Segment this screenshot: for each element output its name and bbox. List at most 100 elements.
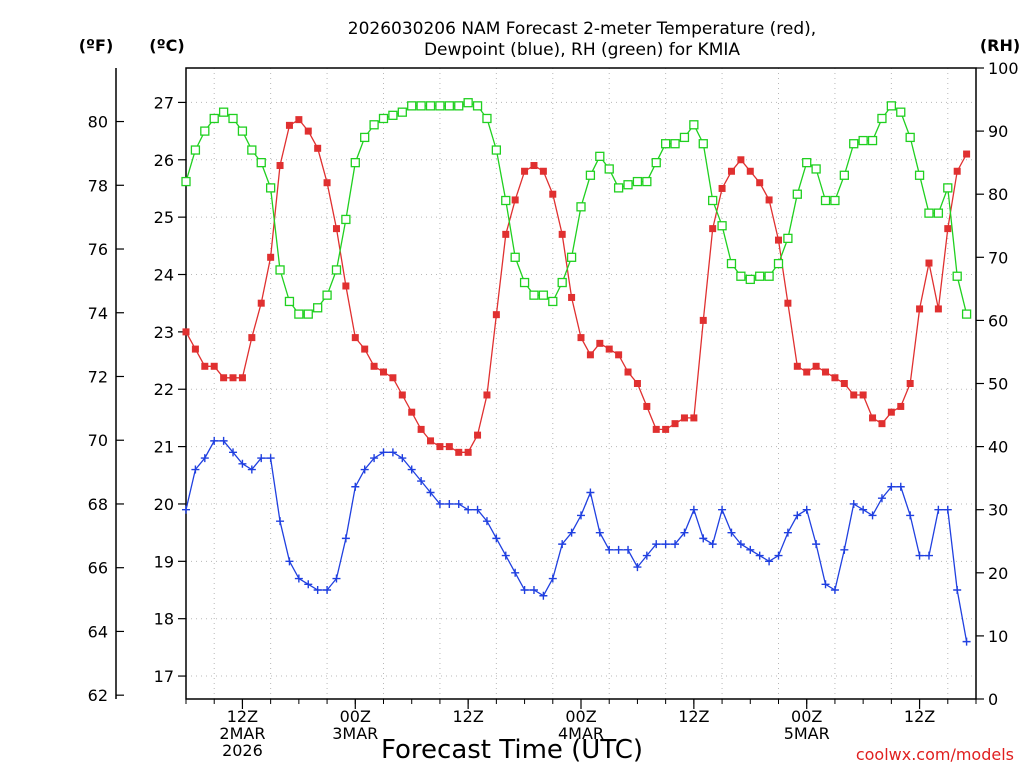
data-point <box>558 230 566 238</box>
rh-tick-label: 50 <box>988 375 1008 394</box>
celsius-tick-label: 24 <box>154 266 174 285</box>
celsius-tick-label: 21 <box>154 438 174 457</box>
x-tick-label: 3MAR <box>332 724 378 743</box>
data-point <box>360 465 369 474</box>
data-point <box>821 580 830 589</box>
fahrenheit-tick-label: 74 <box>88 304 108 323</box>
x-tick-label: 4MAR <box>558 724 604 743</box>
data-point <box>219 436 228 445</box>
data-point <box>548 574 557 583</box>
celsius-tick-label: 25 <box>154 208 174 227</box>
data-point <box>350 157 360 168</box>
data-point <box>793 511 802 520</box>
data-point <box>680 414 688 422</box>
data-point <box>482 113 492 124</box>
data-point <box>182 505 190 514</box>
data-point <box>407 101 417 111</box>
data-point <box>914 170 925 180</box>
data-point <box>849 139 859 149</box>
data-point <box>671 540 680 549</box>
data-point <box>417 425 425 433</box>
data-point <box>652 540 661 549</box>
data-point <box>331 265 342 275</box>
data-point <box>201 362 209 370</box>
data-point <box>181 176 191 187</box>
data-point <box>463 98 473 108</box>
data-point <box>811 164 821 174</box>
data-point <box>332 574 341 583</box>
data-point <box>229 448 238 457</box>
data-point <box>699 534 708 543</box>
data-point <box>615 351 623 359</box>
data-point <box>378 113 389 124</box>
data-point <box>474 431 482 439</box>
data-point <box>670 139 680 149</box>
data-point <box>539 167 547 175</box>
data-point <box>924 551 933 560</box>
data-point <box>840 545 849 554</box>
data-point <box>830 195 840 206</box>
data-point <box>896 107 906 117</box>
data-point <box>961 309 972 319</box>
data-point <box>632 176 643 187</box>
data-point <box>924 208 934 218</box>
data-point <box>426 488 435 497</box>
data-point <box>256 157 266 168</box>
data-point <box>709 225 717 233</box>
data-point <box>737 156 745 164</box>
data-point <box>595 151 605 161</box>
data-point <box>285 557 294 566</box>
data-point <box>483 391 491 399</box>
data-point <box>585 170 596 180</box>
data-point <box>247 145 257 155</box>
data-point <box>820 195 831 206</box>
data-point <box>858 135 868 146</box>
grid <box>186 68 976 699</box>
data-point <box>247 465 256 474</box>
data-point <box>566 252 577 262</box>
data-point <box>567 528 576 537</box>
x-tick-label: 00Z <box>340 707 371 726</box>
data-point <box>248 334 256 342</box>
data-point <box>529 586 538 595</box>
data-point <box>793 362 801 370</box>
celsius-tick-label: 20 <box>154 495 174 514</box>
data-point <box>718 184 726 192</box>
data-point <box>276 162 284 170</box>
data-point <box>455 448 463 456</box>
data-point <box>464 505 473 514</box>
data-point <box>361 345 369 353</box>
data-point <box>652 425 660 433</box>
data-point <box>906 380 914 387</box>
credit-text: coolwx.com/models <box>856 745 1014 764</box>
data-point <box>633 380 641 387</box>
data-point <box>342 282 350 290</box>
celsius-tick-label: 23 <box>154 323 174 342</box>
data-point <box>915 551 924 560</box>
x-tick-label: 00Z <box>565 707 596 726</box>
x-tick-label: 2026 <box>222 741 263 760</box>
data-point <box>699 316 707 324</box>
data-point <box>812 540 821 549</box>
rh-tick-label: 0 <box>988 690 998 709</box>
data-point <box>596 339 604 347</box>
fahrenheit-tick-label: 76 <box>88 240 108 259</box>
data-point <box>746 167 754 175</box>
data-point <box>934 305 942 313</box>
data-point <box>953 586 962 595</box>
data-point <box>191 465 200 474</box>
data-point <box>436 443 444 451</box>
x-tick-label: 5MAR <box>784 724 830 743</box>
data-point <box>643 402 651 410</box>
data-point <box>417 477 426 486</box>
data-point <box>802 505 811 514</box>
data-point <box>323 179 331 187</box>
data-point <box>190 145 201 155</box>
data-point <box>878 420 886 428</box>
data-point <box>229 374 237 382</box>
data-point <box>775 236 782 244</box>
data-point <box>886 101 897 111</box>
data-point <box>454 101 464 111</box>
data-point <box>257 299 265 307</box>
x-tick-label: 12Z <box>904 707 935 726</box>
